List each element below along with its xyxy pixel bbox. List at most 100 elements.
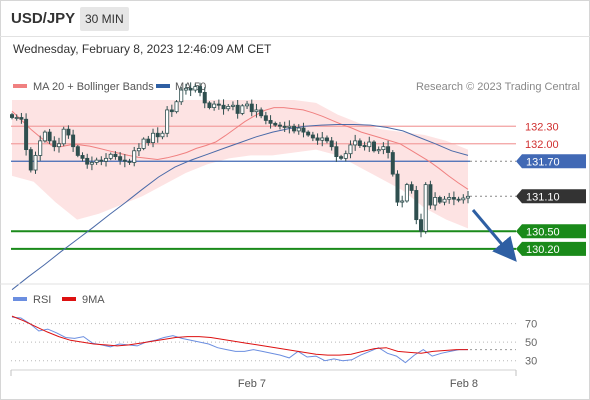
chart-datetime: Wednesday, February 8, 2023 12:46:09 AM … <box>13 42 272 56</box>
candle <box>423 184 428 232</box>
rsi-tick-label: 70 <box>525 319 537 331</box>
candle <box>428 184 433 206</box>
bollinger-band <box>12 100 468 229</box>
candle <box>282 125 287 128</box>
candle <box>14 117 19 119</box>
candle <box>113 153 118 158</box>
candle <box>240 105 245 114</box>
candle <box>57 143 62 148</box>
candle <box>343 153 348 159</box>
candle <box>324 137 329 142</box>
candle <box>136 148 141 152</box>
ma20-legend-label: MA 20 + Bollinger Bands <box>33 81 154 93</box>
candle <box>122 159 127 162</box>
candle <box>334 146 339 158</box>
candle <box>348 144 353 155</box>
ma9-legend-label: 9MA <box>82 294 105 306</box>
candle <box>24 118 29 151</box>
projection-arrow <box>471 209 517 262</box>
candle <box>381 146 386 151</box>
candle <box>273 122 278 126</box>
candle <box>151 132 156 144</box>
rsi-line <box>11 316 468 364</box>
candle <box>38 140 43 156</box>
candle <box>33 155 38 171</box>
candle <box>320 137 325 141</box>
candle <box>216 103 221 106</box>
candle <box>287 125 292 128</box>
candle <box>353 140 358 146</box>
candle <box>75 146 80 156</box>
candle <box>409 184 414 191</box>
candle <box>315 137 320 141</box>
candle <box>461 197 466 201</box>
candle <box>362 145 367 148</box>
candle <box>155 132 160 138</box>
candle <box>165 109 170 134</box>
ma9-legend-swatch <box>62 297 76 301</box>
candle <box>371 141 376 152</box>
rsi-panel: 70 50 30 <box>11 315 537 368</box>
support-label-box <box>516 224 586 239</box>
resistance-label: 132.30 <box>525 121 559 133</box>
candle <box>127 160 132 163</box>
candle <box>179 89 184 103</box>
credit-text: Research © 2023 Trading Central <box>416 81 580 93</box>
candle <box>386 146 391 153</box>
candle <box>52 140 57 148</box>
last-label: 131.10 <box>526 191 560 203</box>
candle <box>254 109 259 113</box>
candle <box>451 197 456 200</box>
candle <box>169 109 174 113</box>
candle <box>277 124 282 127</box>
ma20-legend-swatch <box>13 84 27 88</box>
rsi-legend-label: RSI <box>33 294 51 306</box>
chart-header: USD/JPY 30 MIN <box>0 0 590 37</box>
candle <box>268 120 273 124</box>
candle <box>221 104 226 110</box>
candle <box>61 128 66 145</box>
support-label: 130.20 <box>526 244 560 256</box>
interval-selector[interactable]: 30 MIN <box>80 7 129 31</box>
price-panel: 132.30 132.00 131.70 131.10 130.50 130.20 <box>9 82 586 291</box>
candle <box>263 115 268 121</box>
candle <box>85 157 90 165</box>
candle <box>230 104 235 107</box>
support-label: 130.50 <box>526 226 560 238</box>
candle <box>442 198 447 203</box>
candle <box>66 128 71 136</box>
candle <box>108 153 113 159</box>
pivot-label: 131.70 <box>526 156 560 168</box>
candle <box>198 86 203 93</box>
candle <box>80 155 85 159</box>
candle <box>301 127 306 133</box>
candle <box>433 197 438 206</box>
candle <box>296 127 301 132</box>
candle <box>414 190 419 221</box>
x-axis-labels: Feb 7 Feb 8 <box>238 378 478 390</box>
support-label-box <box>516 241 586 256</box>
candle <box>104 157 109 162</box>
candle <box>456 198 461 201</box>
x-tick-label: Feb 8 <box>450 378 478 390</box>
candle <box>226 106 231 110</box>
candle <box>376 149 381 152</box>
candle <box>292 125 297 132</box>
candle <box>28 149 33 171</box>
candle <box>183 87 188 91</box>
candle <box>245 103 250 107</box>
candle <box>47 131 52 142</box>
candle <box>306 131 311 136</box>
candle <box>71 134 76 148</box>
candle <box>447 197 452 200</box>
candle <box>367 141 372 148</box>
candle <box>132 150 137 163</box>
candle <box>188 87 193 91</box>
pivot-label-box <box>516 154 586 169</box>
candle <box>202 92 207 104</box>
candle <box>42 131 47 142</box>
candle <box>99 159 104 162</box>
candle <box>94 159 99 163</box>
candle <box>390 152 395 175</box>
candle <box>400 200 405 203</box>
